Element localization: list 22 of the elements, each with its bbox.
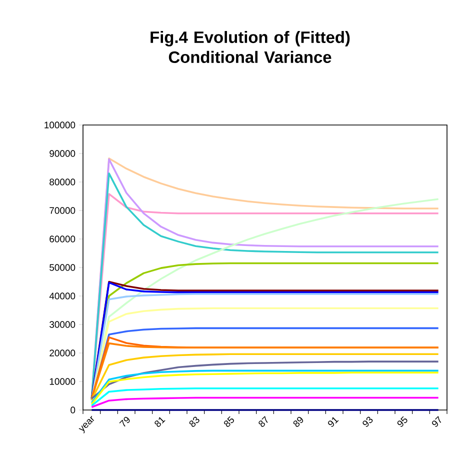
y-tick-label: 40000 (49, 292, 76, 300)
x-tick-label: 95 (397, 416, 408, 427)
y-tick-label: 90000 (50, 150, 76, 157)
x-tick-label: 97 (432, 416, 442, 427)
y-tick-label: 80000 (50, 178, 76, 186)
y-tick-label: 100000 (44, 122, 76, 128)
x-tick-label: 89 (293, 416, 304, 427)
x-tick-label: 91 (328, 417, 339, 427)
y-tick-label: 30000 (50, 321, 76, 328)
x-tick-label: 85 (224, 416, 234, 427)
y-tick-label: 20000 (50, 350, 76, 356)
y-tick-label: 10000 (50, 378, 76, 385)
x-tick-label: 93 (362, 416, 373, 427)
y-tick-label: 50000 (50, 264, 76, 271)
x-tick-label: 79 (119, 416, 130, 427)
y-tick-label: 70000 (50, 207, 76, 214)
x-tick-label: 81 (154, 417, 166, 427)
chart-title: Fig.4 Evolution of (Fitted) Conditional Variance (150, 31, 350, 63)
y-tick-label: 60000 (50, 236, 76, 242)
x-tick-label: 83 (189, 416, 200, 427)
x-tick-label: 87 (258, 416, 268, 427)
y-tick-label: 0 (70, 406, 76, 414)
